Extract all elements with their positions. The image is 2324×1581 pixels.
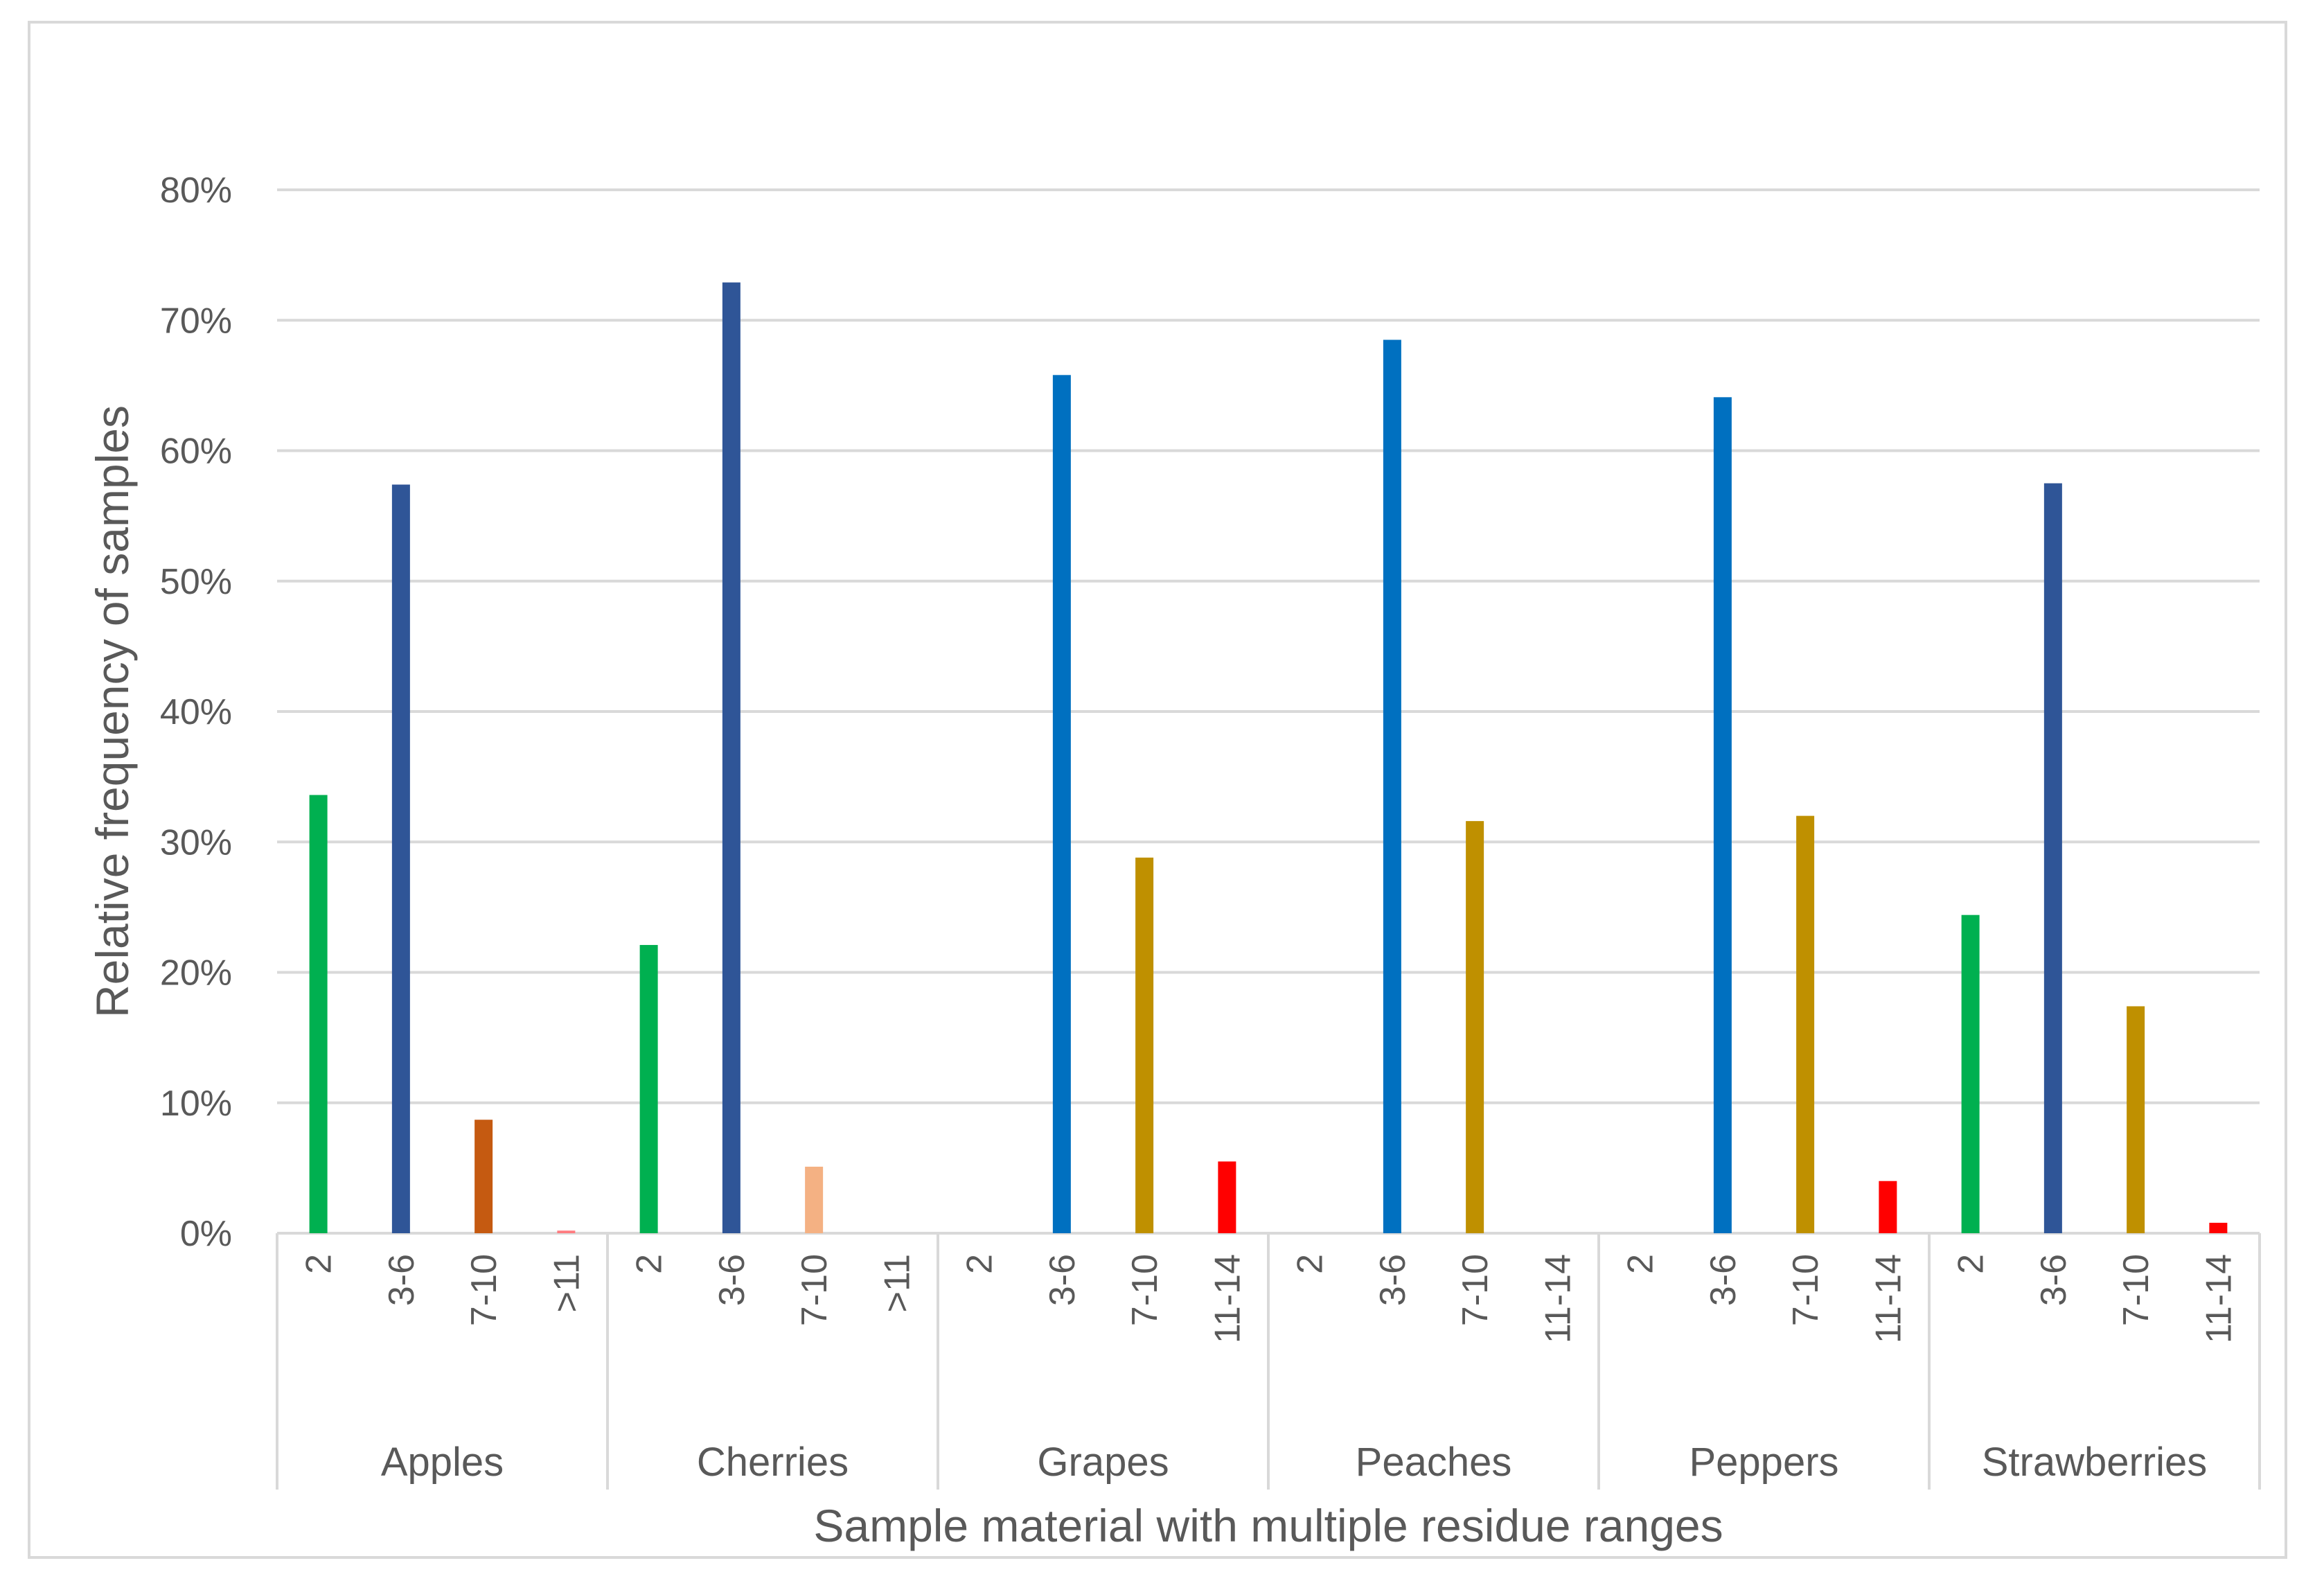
bars <box>309 282 2228 1234</box>
x-subcategory-label: 7-10 <box>1455 1254 1496 1326</box>
x-category-label: Grapes <box>1037 1440 1169 1485</box>
y-tick-label: 10% <box>160 1084 232 1124</box>
bar-apples-3-6 <box>391 484 410 1233</box>
bar-apples-7-10 <box>474 1120 493 1233</box>
bar-strawberries-7-10 <box>2127 1006 2145 1233</box>
x-subcategory-label: 3-6 <box>2034 1254 2074 1306</box>
bar-cherries-2 <box>639 944 658 1233</box>
y-tick-label: 50% <box>160 562 232 602</box>
x-axis-title: Sample material with multiple residue ra… <box>813 1500 1723 1551</box>
x-subcategory-label: 11-14 <box>1538 1254 1578 1343</box>
x-subcategory-label: 7-10 <box>1786 1254 1826 1326</box>
x-subcategory-label: 2 <box>299 1254 339 1274</box>
bar-grapes-3-6 <box>1052 375 1071 1234</box>
bar-peppers-11-14 <box>1879 1181 1897 1233</box>
y-tick-label: 30% <box>160 822 232 863</box>
x-subcategory-label: 7-10 <box>1125 1254 1165 1326</box>
bar-strawberries-2 <box>1961 915 1980 1233</box>
bar-peaches-7-10 <box>1466 821 1484 1233</box>
bar-strawberries-3-6 <box>2043 483 2062 1233</box>
x-category-label: Apples <box>381 1440 504 1485</box>
x-subcategory-label: 3-6 <box>382 1254 422 1306</box>
x-subcategory-label: 2 <box>1951 1254 1992 1274</box>
bar-strawberries-11-14 <box>2209 1222 2228 1233</box>
x-category-label: Strawberries <box>1982 1440 2208 1485</box>
x-subcategory-label: 2 <box>1290 1254 1331 1274</box>
y-tick-label: 70% <box>160 301 232 341</box>
x-subcategory-label: 11-14 <box>1207 1254 1248 1343</box>
y-tick-label: 0% <box>180 1214 232 1254</box>
bar-grapes-7-10 <box>1135 857 1154 1233</box>
x-category-label: Cherries <box>697 1440 849 1485</box>
bar-peppers-7-10 <box>1796 815 1815 1233</box>
x-subcategory-label: >11 <box>877 1254 917 1312</box>
x-subcategory-label: 7-10 <box>2116 1254 2156 1326</box>
y-axis-ticks: 0% 10% 20% 30% 40% 50% 60% 70% 80% <box>160 170 232 1254</box>
x-subcategory-label: 3-6 <box>1373 1254 1413 1306</box>
x-subcategory-label: 2 <box>1621 1254 1661 1274</box>
x-subcategory-label: 11-14 <box>1868 1254 1908 1343</box>
y-tick-label: 60% <box>160 432 232 472</box>
x-subcategory-label: 7-10 <box>795 1254 835 1326</box>
x-axis-categories: 2 3-6 7-10 >11 Apples 2 3-6 7-10 >11 Cherries 2 3-6… <box>276 1233 2261 1490</box>
y-tick-label: 20% <box>160 953 232 993</box>
x-subcategory-label: >11 <box>547 1254 587 1312</box>
bar-peaches-3-6 <box>1383 339 1401 1233</box>
x-subcategory-label: 3-6 <box>712 1254 752 1306</box>
x-subcategory-label: 11-14 <box>2199 1254 2239 1343</box>
x-subcategory-label: 3-6 <box>1703 1254 1744 1306</box>
x-subcategory-label: 3-6 <box>1043 1254 1083 1306</box>
x-subcategory-label: 2 <box>960 1254 1000 1274</box>
bar-cherries-7-10 <box>805 1166 824 1233</box>
bar-apples-2 <box>309 795 328 1233</box>
y-axis-title: Relative frequency of samples <box>87 405 138 1018</box>
bar-grapes-11-14 <box>1218 1161 1236 1233</box>
bar-apples->11 <box>557 1230 576 1233</box>
x-category-label: Peppers <box>1689 1440 1838 1485</box>
x-subcategory-label: 2 <box>630 1254 670 1274</box>
y-tick-label: 40% <box>160 692 232 732</box>
y-tick-label: 80% <box>160 170 232 211</box>
bar-peppers-3-6 <box>1713 397 1732 1233</box>
x-subcategory-label: 7-10 <box>464 1254 504 1326</box>
bar-cherries-3-6 <box>722 282 740 1234</box>
x-category-label: Peaches <box>1356 1440 1512 1485</box>
